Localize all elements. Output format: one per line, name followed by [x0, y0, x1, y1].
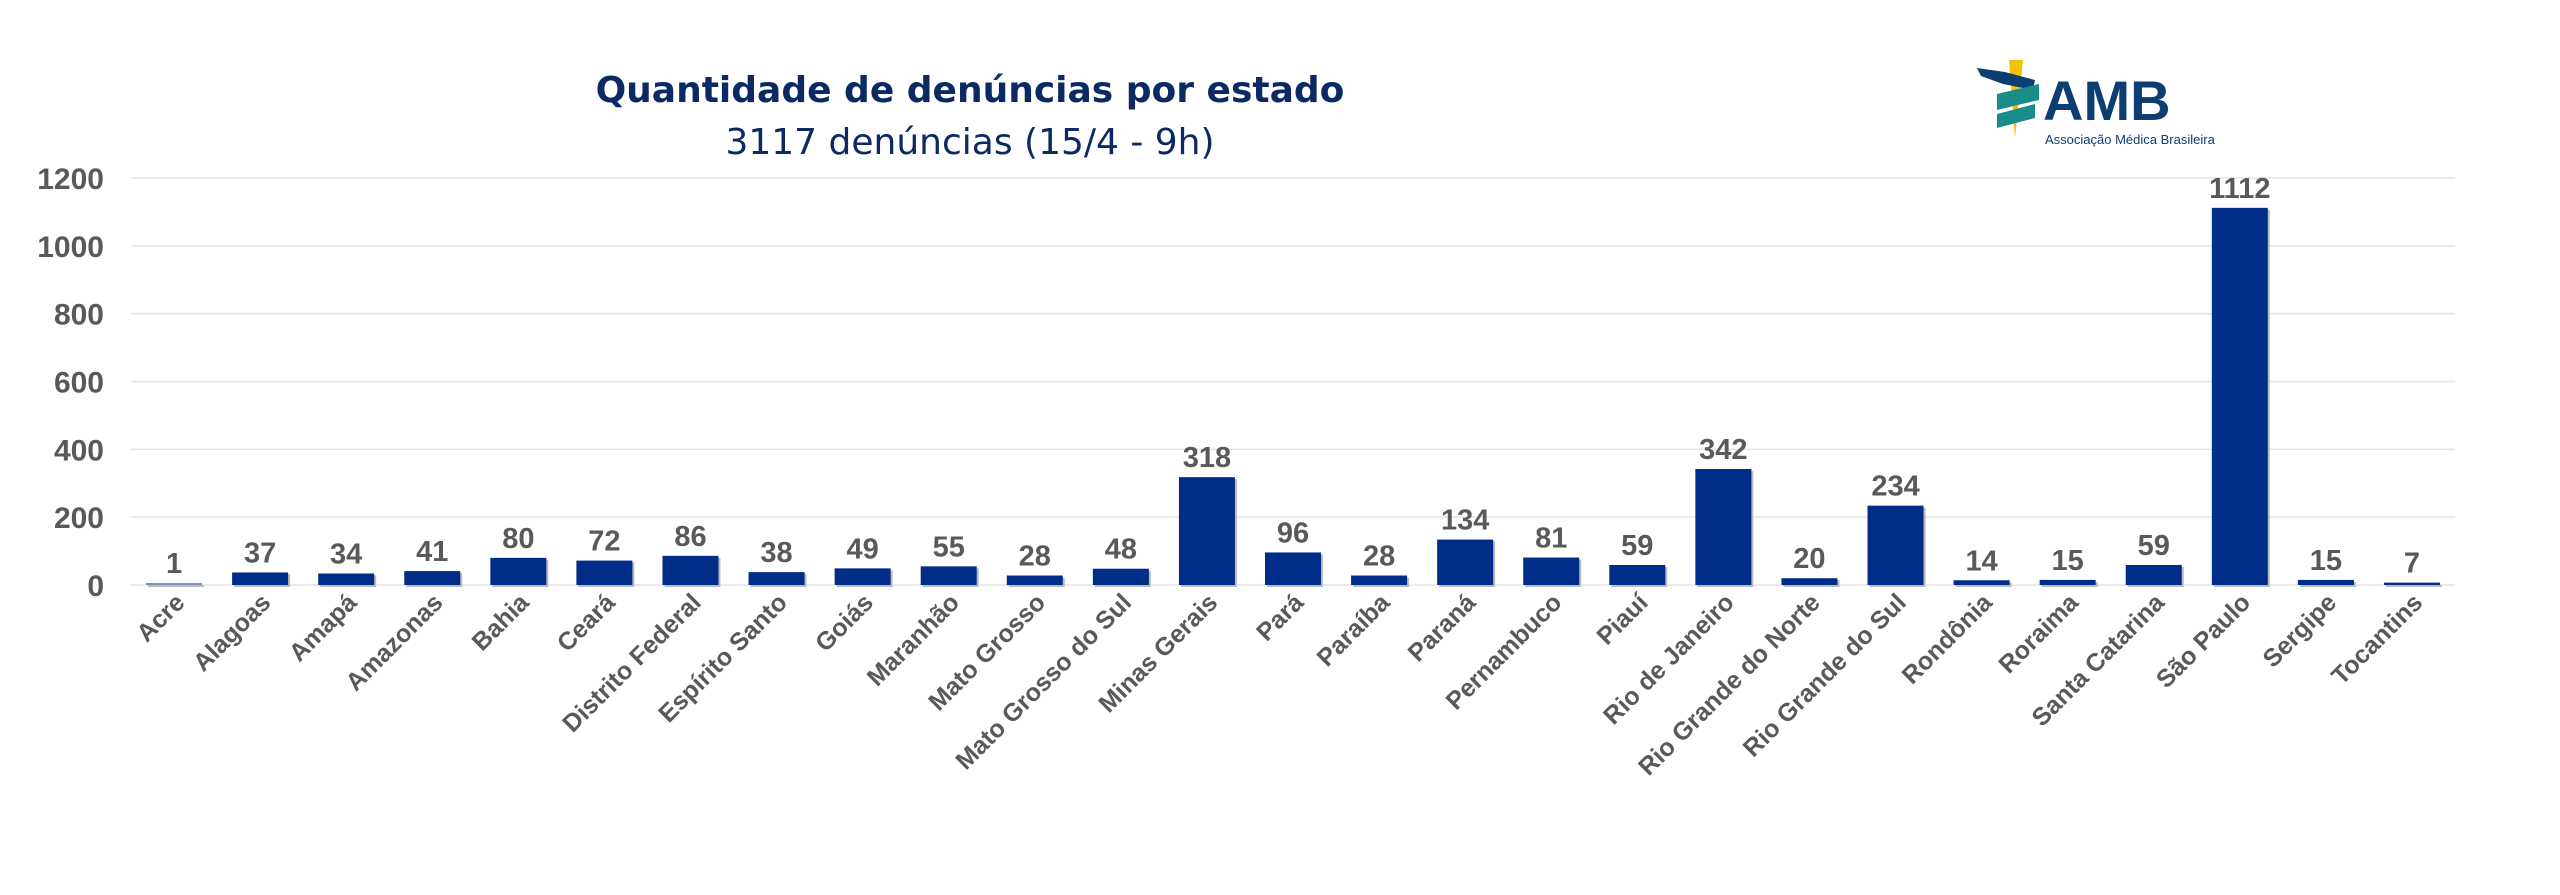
x-tick-label: Piauí [1591, 588, 1654, 651]
amb-logo: AMB Associação Médica Brasileira [1977, 60, 2215, 147]
logo-ribbon-icon [1997, 84, 2039, 110]
bar [834, 568, 891, 585]
data-label: 34 [330, 538, 362, 570]
y-tick-label: 1200 [37, 163, 104, 196]
logo-text: AMB [2043, 69, 2171, 132]
data-label: 49 [846, 533, 878, 565]
data-label: 28 [1363, 541, 1395, 573]
logo-snake-head-icon [1977, 68, 2035, 90]
y-tick-label: 200 [54, 502, 104, 535]
x-tick-label: Alagoas [188, 588, 277, 677]
y-tick-label: 600 [54, 367, 104, 400]
x-tick-label: Rondônia [1897, 588, 1999, 690]
x-tick-label: Ceará [552, 588, 621, 657]
chart-title: Quantidade de denúncias por estado [595, 70, 1345, 111]
data-label: 234 [1871, 471, 1919, 503]
bar [1781, 578, 1838, 585]
data-label: 7 [2404, 548, 2420, 580]
bar [748, 572, 805, 585]
data-label: 37 [244, 537, 276, 569]
bar-shadow [2385, 584, 2442, 587]
x-tick-label: Bahia [467, 588, 536, 657]
data-label: 55 [933, 531, 965, 563]
y-tick-label: 800 [54, 299, 104, 332]
bar [1867, 505, 1924, 585]
data-label: 342 [1699, 434, 1747, 466]
bar [1178, 477, 1235, 585]
chart-subtitle: 3117 denúncias (15/4 - 9h) [725, 122, 1215, 163]
x-tick-label: Sergipe [2257, 588, 2342, 673]
bar [576, 560, 633, 585]
x-tick-label: Paraíba [1312, 588, 1396, 672]
bar [2297, 579, 2354, 585]
bar [1695, 469, 1752, 585]
x-tick-label: Pará [1251, 588, 1309, 646]
y-tick-label: 0 [87, 570, 104, 603]
bar [2039, 579, 2096, 585]
data-label: 1112 [2209, 173, 2270, 205]
data-label: 14 [1965, 545, 1997, 577]
x-tick-label: Roraima [1993, 588, 2084, 679]
x-tick-label: Goiás [810, 588, 879, 657]
data-label: 318 [1183, 442, 1231, 474]
bar [490, 557, 547, 585]
data-label: 41 [416, 536, 448, 568]
data-label: 48 [1105, 534, 1137, 566]
bar [662, 555, 719, 585]
bar [1265, 552, 1321, 585]
x-tick-label: Amapá [284, 588, 363, 667]
data-label: 81 [1535, 523, 1567, 555]
bar [1437, 539, 1494, 585]
x-tick-label: Paraná [1403, 588, 1482, 667]
data-label: 59 [2138, 530, 2170, 562]
x-tick-label: Rio Grande do Sul [1738, 588, 1912, 762]
logo-ribbon-lower-icon [1997, 104, 2035, 128]
bar [920, 566, 977, 585]
data-label: 96 [1277, 517, 1309, 549]
data-label: 72 [588, 526, 620, 558]
y-tick-label: 1000 [37, 231, 104, 264]
bar [2383, 582, 2440, 585]
y-tick-label: 400 [54, 434, 104, 467]
bar [1092, 568, 1149, 585]
bar [232, 572, 289, 585]
data-label: 38 [760, 537, 792, 569]
bar [146, 583, 203, 585]
bar [2125, 564, 2182, 585]
bar [1351, 575, 1408, 585]
x-tick-label: Tocantins [2326, 588, 2428, 690]
bar [2211, 207, 2268, 585]
data-label: 80 [502, 523, 534, 555]
bar [1523, 557, 1580, 585]
data-label: 86 [674, 521, 706, 553]
x-tick-label: São Paulo [2151, 588, 2256, 693]
data-label: 134 [1441, 505, 1489, 537]
bar-shadow [148, 585, 205, 587]
bar [1953, 580, 2010, 585]
logo-tagline: Associação Médica Brasileira [2045, 132, 2215, 147]
data-label: 1 [166, 548, 182, 580]
data-label: 59 [1621, 530, 1653, 562]
data-label: 15 [2052, 545, 2084, 577]
x-tick-label: Acre [131, 588, 190, 647]
data-label: 15 [2310, 545, 2342, 577]
bar [404, 571, 461, 585]
data-label: 28 [1019, 541, 1051, 573]
bar [1006, 575, 1063, 585]
data-label: 20 [1793, 543, 1825, 575]
bar [1609, 564, 1666, 585]
bar [318, 573, 375, 585]
